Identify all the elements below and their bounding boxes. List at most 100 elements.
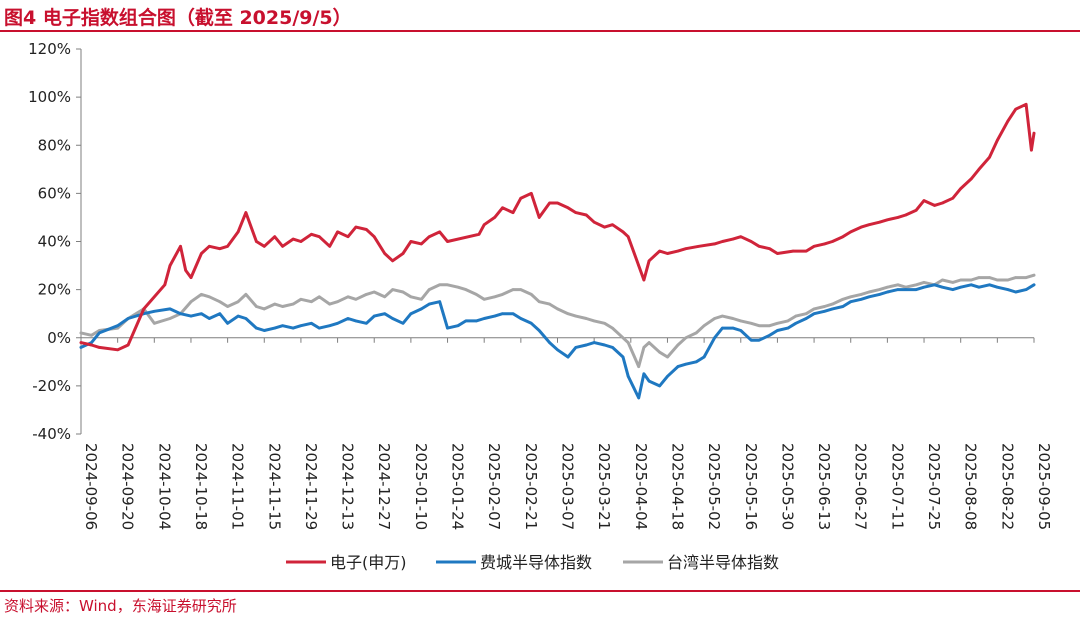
data-point — [859, 225, 863, 229]
data-point — [658, 350, 661, 354]
data-point — [291, 302, 295, 306]
data-point — [501, 206, 504, 210]
data-point — [896, 283, 900, 287]
data-point — [153, 322, 156, 325]
data-point — [511, 312, 515, 316]
data-point — [263, 307, 266, 311]
data-point — [1006, 119, 1010, 123]
data-point — [475, 293, 478, 296]
data-point — [914, 208, 918, 212]
data-point — [621, 355, 625, 359]
data-point — [831, 302, 834, 306]
data-point — [823, 305, 826, 308]
data-point — [988, 156, 991, 159]
data-point — [179, 312, 182, 316]
legend-label-2: 台湾半导体指数 — [667, 553, 779, 572]
data-point — [786, 326, 790, 330]
data-point — [299, 324, 303, 328]
data-point — [427, 235, 431, 238]
data-point — [354, 225, 358, 229]
data-point — [574, 314, 578, 318]
data-point — [776, 329, 779, 332]
data-point — [969, 283, 973, 287]
data-point — [336, 322, 339, 325]
data-point — [310, 300, 313, 304]
data-point — [637, 396, 640, 400]
data-point — [941, 201, 944, 205]
data-point — [666, 375, 669, 378]
data-point — [621, 230, 625, 234]
data-point — [328, 324, 332, 328]
data-point — [401, 290, 405, 294]
data-point — [757, 245, 761, 248]
data-point — [291, 237, 295, 241]
data-point — [365, 228, 368, 231]
data-point — [218, 300, 222, 304]
data-point — [977, 285, 981, 289]
data-point — [1006, 278, 1010, 282]
x-tick-label: 2025-06-13 — [815, 443, 833, 530]
data-point — [684, 336, 688, 340]
data-point — [977, 168, 981, 171]
data-point — [768, 334, 771, 337]
data-point — [776, 252, 779, 255]
data-point — [446, 283, 449, 287]
data-point — [684, 362, 688, 366]
data-point — [281, 305, 284, 308]
data-point — [626, 375, 630, 378]
data-point — [189, 314, 193, 318]
data-point — [263, 245, 266, 248]
data-point — [90, 343, 93, 347]
data-point — [511, 211, 515, 214]
x-tick-label: 2025-07-25 — [925, 443, 943, 530]
data-point — [208, 295, 211, 299]
data-point — [849, 295, 852, 299]
data-point — [849, 230, 852, 234]
data-point — [189, 276, 193, 279]
data-point — [904, 288, 907, 291]
data-point — [867, 223, 871, 226]
data-point — [236, 230, 240, 234]
data-point — [922, 199, 926, 202]
title-divider — [0, 30, 1080, 32]
data-point — [969, 177, 973, 181]
data-point — [530, 192, 533, 195]
data-point — [647, 341, 651, 344]
data-point — [896, 288, 900, 291]
data-point — [585, 213, 588, 217]
data-point — [603, 225, 606, 229]
data-point — [592, 341, 596, 344]
data-point — [383, 312, 387, 316]
data-point — [658, 384, 661, 388]
data-point — [768, 324, 771, 328]
data-point — [804, 312, 808, 316]
data-point — [372, 314, 376, 318]
data-point — [603, 343, 606, 347]
data-point — [996, 285, 999, 289]
data-point — [878, 293, 881, 296]
y-tick-label: 40% — [38, 233, 71, 251]
data-point — [702, 324, 706, 328]
y-tick-label: 80% — [38, 136, 71, 154]
data-point — [1024, 276, 1028, 279]
data-point — [98, 331, 101, 335]
data-point — [642, 372, 646, 376]
data-point — [676, 249, 680, 253]
data-point — [226, 245, 229, 248]
data-point — [749, 240, 753, 243]
data-point — [739, 329, 743, 332]
y-tick-label: 100% — [28, 88, 71, 106]
data-point — [1032, 273, 1036, 277]
x-tick-label: 2025-05-16 — [742, 443, 760, 530]
data-point — [208, 317, 211, 320]
x-tick-label: 2025-04-18 — [668, 443, 686, 530]
data-point — [438, 300, 442, 304]
data-point — [537, 216, 541, 219]
data-point — [831, 307, 834, 311]
y-tick-label: 120% — [28, 40, 71, 58]
data-point — [637, 264, 640, 267]
data-point — [1024, 103, 1028, 106]
data-point — [126, 343, 130, 347]
data-point — [749, 322, 753, 325]
x-tick-label: 2025-01-24 — [449, 443, 467, 530]
